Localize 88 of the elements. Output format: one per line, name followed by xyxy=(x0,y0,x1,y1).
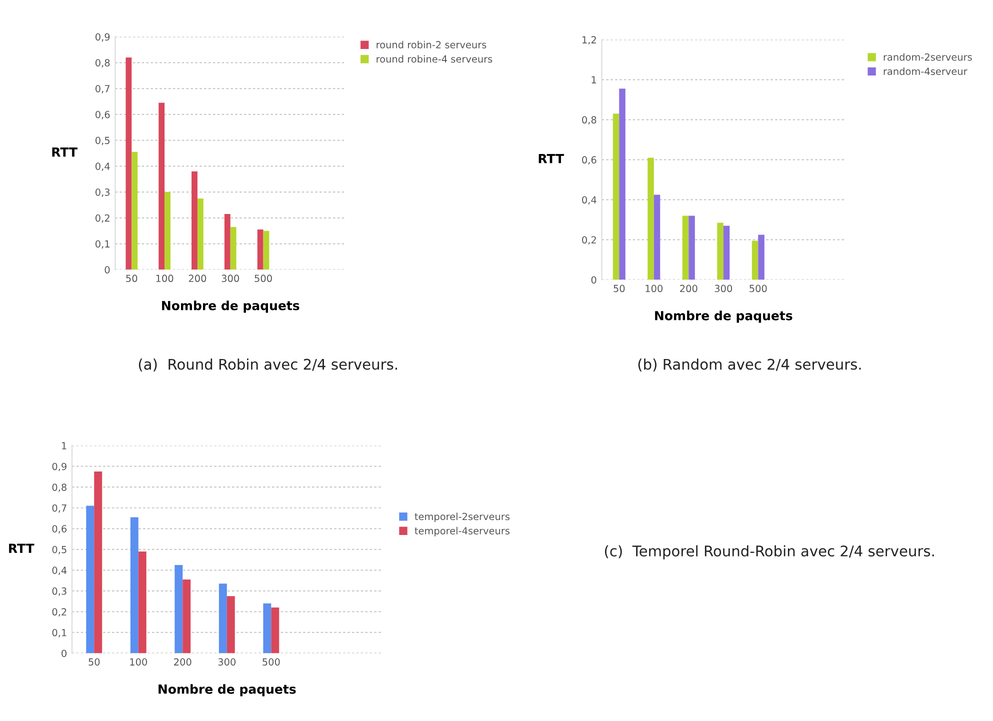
y-tick-label: 1 xyxy=(592,76,596,84)
y-tick-label: 0,5 xyxy=(96,136,110,146)
legend-label: temporel-2serveurs xyxy=(414,512,510,522)
y-tick-label: 0,2 xyxy=(52,608,66,617)
x-tick-label: 300 xyxy=(222,274,240,282)
y-tick-label: 0,2 xyxy=(96,214,110,223)
bar xyxy=(174,564,183,654)
y-tick-label: 1,2 xyxy=(582,36,596,44)
x-axis-title: Nombre de paquets xyxy=(655,310,792,323)
y-tick-label: 0 xyxy=(62,650,66,658)
y-tick-label: 0,4 xyxy=(96,162,110,171)
bar xyxy=(158,102,165,270)
y-tick-label: 0 xyxy=(104,266,110,274)
bar xyxy=(752,240,758,280)
bar xyxy=(86,506,94,654)
bar xyxy=(164,192,170,270)
bar xyxy=(130,517,138,654)
x-tick-label: 50 xyxy=(126,274,138,282)
bar xyxy=(226,596,235,654)
bar xyxy=(723,226,730,280)
y-tick-label: 0,6 xyxy=(582,156,596,165)
y-tick-label: 0,1 xyxy=(96,240,110,249)
bar xyxy=(612,114,620,280)
x-tick-label: 50 xyxy=(88,658,100,666)
x-tick-label: 100 xyxy=(156,274,174,282)
y-tick-label: 0,7 xyxy=(96,85,110,94)
y-tick-label: 0,5 xyxy=(52,546,66,554)
text: (c) Temporel Round-Robin avec 2/4 serveurs. xyxy=(604,545,934,560)
bar xyxy=(218,584,227,654)
y-tick-label: 0,9 xyxy=(52,462,66,472)
bar xyxy=(197,198,204,270)
x-tick-label: 200 xyxy=(680,284,698,292)
bar xyxy=(182,580,191,654)
legend-label: random-2serveurs xyxy=(884,53,972,61)
bar xyxy=(138,551,146,654)
y-tick-label: 0,4 xyxy=(582,196,596,205)
y-axis-title: RTT xyxy=(538,154,564,164)
x-tick-label: 200 xyxy=(188,274,206,282)
bar xyxy=(257,230,264,270)
y-tick-label: 0,6 xyxy=(52,525,67,534)
bar xyxy=(263,230,270,270)
y-tick-label: 0,9 xyxy=(96,33,110,42)
x-tick-label: 500 xyxy=(254,274,272,282)
y-tick-label: 0,2 xyxy=(582,236,596,245)
bar xyxy=(230,226,236,270)
text: (b) Random avec 2/4 serveurs. xyxy=(638,358,861,372)
y-axis-title: RTT xyxy=(52,148,78,157)
bar xyxy=(688,216,695,280)
bar xyxy=(717,222,724,280)
y-tick-label: 1 xyxy=(62,442,66,450)
bar xyxy=(648,158,654,280)
x-tick-label: 500 xyxy=(750,284,767,292)
x-tick-label: 300 xyxy=(218,658,236,666)
y-tick-label: 0,8 xyxy=(96,59,110,68)
bar xyxy=(224,214,230,270)
bar xyxy=(263,603,272,654)
text: (a) Round Robin avec 2/4 serveurs. xyxy=(138,358,397,372)
x-axis-title: Nombre de paquets xyxy=(158,684,296,696)
y-tick-label: 0,7 xyxy=(52,504,66,513)
bar xyxy=(271,608,280,654)
bar xyxy=(94,472,102,654)
y-tick-label: 0,6 xyxy=(96,110,110,120)
x-tick-label: 300 xyxy=(714,284,732,292)
y-tick-label: 0,4 xyxy=(52,566,67,575)
bar xyxy=(192,171,198,270)
x-tick-label: 500 xyxy=(262,658,280,666)
legend-label: random-4serveur xyxy=(884,67,968,76)
y-axis-title: RTT xyxy=(9,544,34,553)
x-tick-label: 50 xyxy=(614,284,625,292)
y-tick-label: 0,3 xyxy=(96,188,110,197)
bar xyxy=(654,194,660,280)
legend-label: temporel-4serveurs xyxy=(414,526,510,536)
x-tick-label: 200 xyxy=(174,658,192,666)
bar xyxy=(619,88,626,280)
bar xyxy=(758,234,764,280)
bar xyxy=(132,152,138,270)
y-tick-label: 0,8 xyxy=(52,484,66,492)
bar xyxy=(682,216,689,280)
bar xyxy=(126,57,132,270)
y-tick-label: 0,3 xyxy=(52,587,66,596)
legend-label: round robine-4 serveurs xyxy=(376,55,492,63)
y-tick-label: 0,1 xyxy=(52,628,66,638)
x-tick-label: 100 xyxy=(646,284,663,292)
x-tick-label: 100 xyxy=(130,658,148,666)
x-axis-title: Nombre de paquets xyxy=(162,300,300,313)
y-tick-label: 0 xyxy=(591,276,596,284)
legend-label: round robin-2 serveurs xyxy=(376,40,486,48)
y-tick-label: 0,8 xyxy=(582,116,596,125)
